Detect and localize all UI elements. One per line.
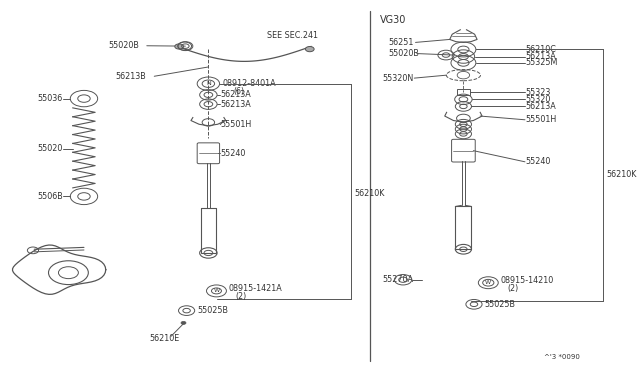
Circle shape <box>305 46 314 52</box>
Text: 55020B: 55020B <box>109 41 140 50</box>
Text: 08915-14210: 08915-14210 <box>500 276 554 285</box>
Text: 08912-8401A: 08912-8401A <box>223 79 276 88</box>
Text: 55270A: 55270A <box>383 275 413 283</box>
Circle shape <box>175 44 184 49</box>
Text: 56213A: 56213A <box>525 102 556 111</box>
Text: 55036: 55036 <box>37 94 63 103</box>
Text: 56210C: 56210C <box>525 45 557 54</box>
Text: 55501H: 55501H <box>525 115 557 124</box>
Text: (2): (2) <box>235 292 246 301</box>
Text: 56213A: 56213A <box>221 90 252 99</box>
Text: 56210K: 56210K <box>607 170 637 179</box>
Text: N: N <box>207 81 211 86</box>
Text: VG30: VG30 <box>380 16 406 25</box>
Bar <box>457 89 470 95</box>
Text: 55240: 55240 <box>221 149 246 158</box>
Text: 55501H: 55501H <box>221 120 252 129</box>
Bar <box>201 208 216 253</box>
Text: 55025B: 55025B <box>484 300 516 309</box>
Text: ^'3 *0090: ^'3 *0090 <box>544 354 580 360</box>
Text: 55320N: 55320N <box>383 74 414 83</box>
Circle shape <box>181 321 186 324</box>
Text: 55325M: 55325M <box>525 58 558 67</box>
Text: 55025B: 55025B <box>198 306 229 315</box>
Text: SEE SEC.241: SEE SEC.241 <box>268 31 319 40</box>
Text: 56213B: 56213B <box>115 72 146 81</box>
Text: 56210E: 56210E <box>149 334 180 343</box>
Bar <box>455 206 472 249</box>
Text: 08915-1421A: 08915-1421A <box>229 284 283 293</box>
Text: 56251: 56251 <box>388 38 414 47</box>
Text: 56210K: 56210K <box>355 189 385 198</box>
Text: W: W <box>213 288 220 294</box>
Text: W: W <box>485 280 492 285</box>
Text: 55240: 55240 <box>525 157 551 166</box>
Text: 55020: 55020 <box>37 144 63 153</box>
Text: (2): (2) <box>507 284 518 293</box>
Text: (6): (6) <box>233 87 244 96</box>
Text: 56213A: 56213A <box>525 52 556 61</box>
Text: 55320: 55320 <box>525 95 551 104</box>
Text: 55020B: 55020B <box>388 49 420 58</box>
Text: 56213A: 56213A <box>221 100 252 109</box>
Text: 5506B: 5506B <box>37 192 63 201</box>
Text: 55323: 55323 <box>525 88 551 97</box>
